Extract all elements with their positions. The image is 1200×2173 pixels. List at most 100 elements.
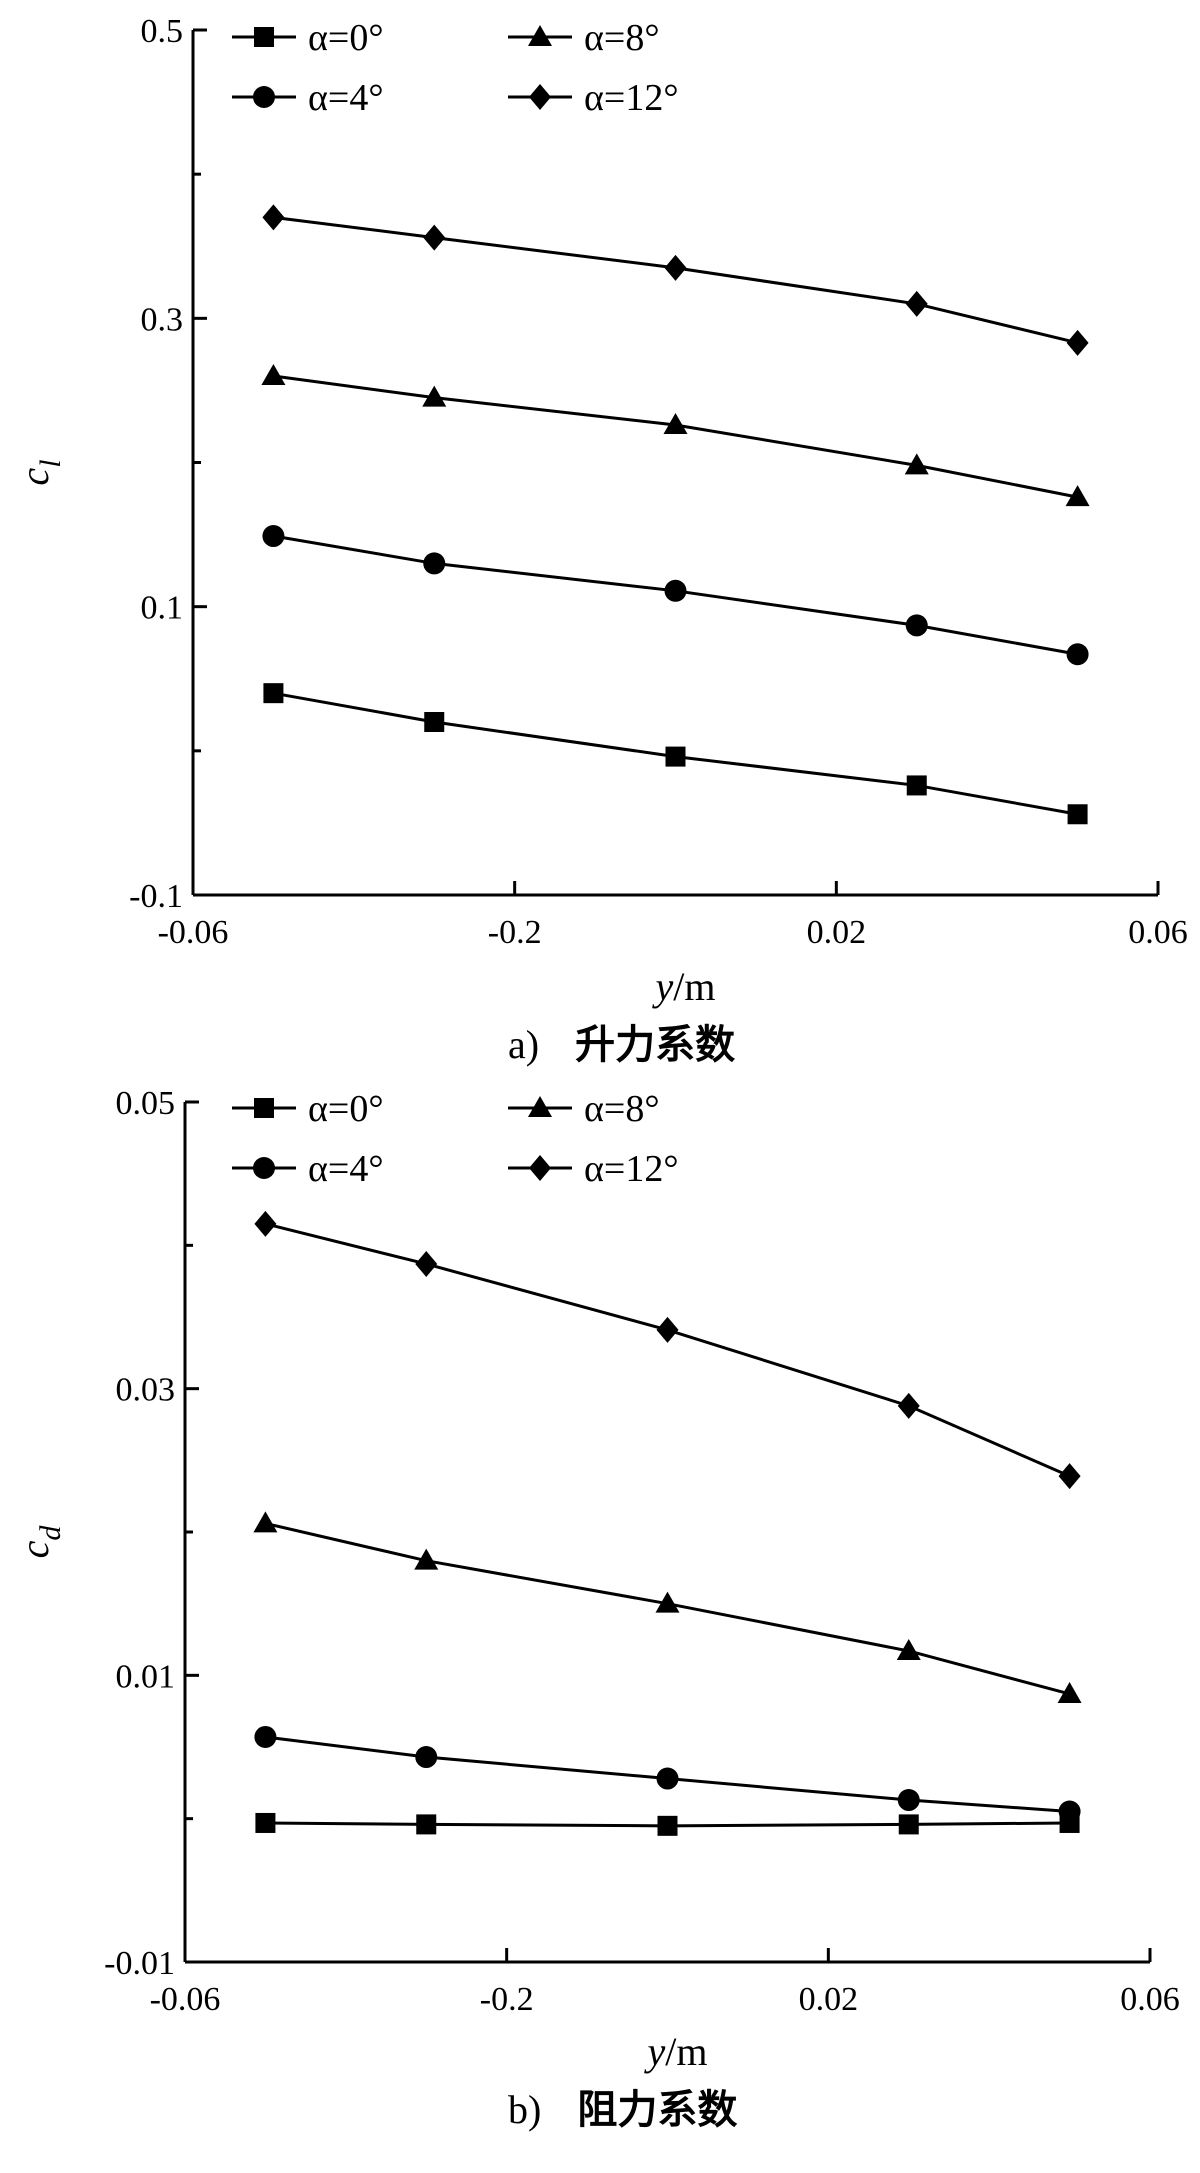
chart-panel-2: 0.05 0.03 0.01 -0.01-0.06 -0.2 0.02 0.06 cd y/m b… — [12, 1085, 1180, 2133]
data-point — [423, 224, 446, 251]
data-point — [1057, 1681, 1082, 1703]
data-point — [414, 1548, 439, 1570]
data-point — [261, 364, 286, 385]
y-axis-label-subscript: l — [34, 459, 67, 467]
data-point — [663, 413, 688, 435]
y-axis-label: cd — [12, 1525, 67, 1559]
series-line — [273, 374, 1078, 499]
figure-caption: a) 升力系数 — [508, 1022, 735, 1068]
caption-letter: a) — [508, 1022, 539, 1067]
data-point — [664, 254, 687, 281]
legend-label: α=8° — [584, 17, 660, 59]
legend-label: α=8° — [584, 1088, 660, 1130]
x-axis-label: y/m — [644, 2029, 708, 2074]
x-tick-label: -0.06 — [150, 1981, 221, 2018]
data-point — [896, 1638, 921, 1660]
x-axis-label-unit: /m — [673, 964, 715, 1009]
y-tick-label: 0.03 — [116, 1372, 176, 1409]
series-triangle — [261, 364, 1090, 507]
legend-marker — [528, 25, 552, 46]
data-point — [656, 1316, 679, 1343]
x-tick-label: -0.2 — [488, 914, 542, 951]
data-point — [262, 204, 285, 231]
data-point — [905, 614, 928, 637]
data-point — [655, 1591, 680, 1613]
data-point — [422, 385, 447, 407]
x-tick-label: -0.06 — [158, 914, 229, 951]
data-point — [415, 1250, 438, 1277]
legend-label: α=0° — [308, 1088, 384, 1130]
data-point — [905, 290, 928, 317]
series-square — [263, 683, 1088, 825]
data-point — [262, 525, 285, 548]
data-point — [1065, 485, 1090, 507]
y-axis-label: cl — [12, 459, 67, 485]
legend-entry: α=4° — [232, 1148, 384, 1190]
data-point — [897, 1789, 920, 1812]
data-point — [416, 1814, 437, 1835]
series-triangle — [253, 1511, 1082, 1703]
y-axis-label-subscript: d — [34, 1525, 67, 1541]
data-point — [1066, 329, 1089, 356]
series-circle — [254, 1725, 1081, 1823]
y-axis-label-main: c — [12, 1540, 57, 1558]
x-tick-label: 0.06 — [1128, 914, 1188, 951]
data-point — [665, 746, 686, 767]
x-tick-label: -0.2 — [480, 1981, 534, 2018]
legend-marker — [529, 84, 551, 110]
series-diamond — [262, 204, 1089, 356]
series-circle — [262, 525, 1089, 666]
data-point — [254, 1210, 277, 1237]
caption-title: 升力系数 — [575, 1022, 735, 1068]
data-point — [263, 683, 284, 704]
legend-marker — [254, 27, 274, 47]
data-point — [656, 1767, 679, 1790]
data-point — [657, 1815, 678, 1836]
data-point — [255, 1812, 276, 1833]
y-tick-label: -0.01 — [104, 1945, 175, 1982]
data-point — [906, 775, 927, 796]
legend-entry: α=4° — [232, 77, 384, 119]
data-point — [1066, 643, 1089, 666]
data-point — [1058, 1463, 1081, 1490]
data-point — [423, 552, 446, 575]
data-point — [898, 1814, 919, 1835]
data-point — [253, 1511, 278, 1533]
y-tick-label: -0.1 — [129, 878, 183, 915]
legend-entry: α=12° — [508, 1148, 679, 1190]
x-tick-label: 0.02 — [799, 1981, 859, 2018]
data-point — [664, 579, 687, 602]
data-point — [904, 453, 929, 475]
legend-entry: α=8° — [508, 1088, 660, 1130]
legend-label: α=12° — [584, 77, 679, 119]
data-point — [1067, 804, 1088, 825]
legend-marker — [254, 1098, 274, 1118]
legend-marker — [529, 1155, 551, 1181]
data-point — [254, 1725, 277, 1748]
data-point — [897, 1392, 920, 1419]
x-axis-label-symbol: y — [644, 2029, 666, 2074]
series-square — [255, 1812, 1080, 1836]
figure-caption: b) 阻力系数 — [508, 2087, 737, 2133]
legend-label: α=4° — [308, 77, 384, 119]
legend-entry: α=0° — [232, 17, 384, 59]
y-tick-label: 0.1 — [141, 590, 184, 627]
series-line — [265, 1222, 1071, 1478]
x-axis-label-unit: /m — [665, 2029, 707, 2074]
y-tick-label: 0.3 — [141, 301, 184, 338]
x-tick-label: 0.02 — [807, 914, 867, 951]
legend-marker — [253, 86, 275, 108]
series-diamond — [254, 1210, 1081, 1490]
y-tick-label: 0.01 — [116, 1658, 176, 1695]
x-axis-label-symbol: y — [652, 964, 674, 1009]
legend-label: α=12° — [584, 1148, 679, 1190]
y-tick-label: 0.5 — [141, 13, 184, 50]
data-point — [424, 712, 445, 732]
legend-marker — [253, 1157, 275, 1179]
data-point — [415, 1746, 438, 1769]
data-point — [1058, 1800, 1081, 1823]
caption-title: 阻力系数 — [577, 2087, 737, 2133]
legend-marker — [528, 1096, 552, 1117]
legend-entry: α=0° — [232, 1088, 384, 1130]
